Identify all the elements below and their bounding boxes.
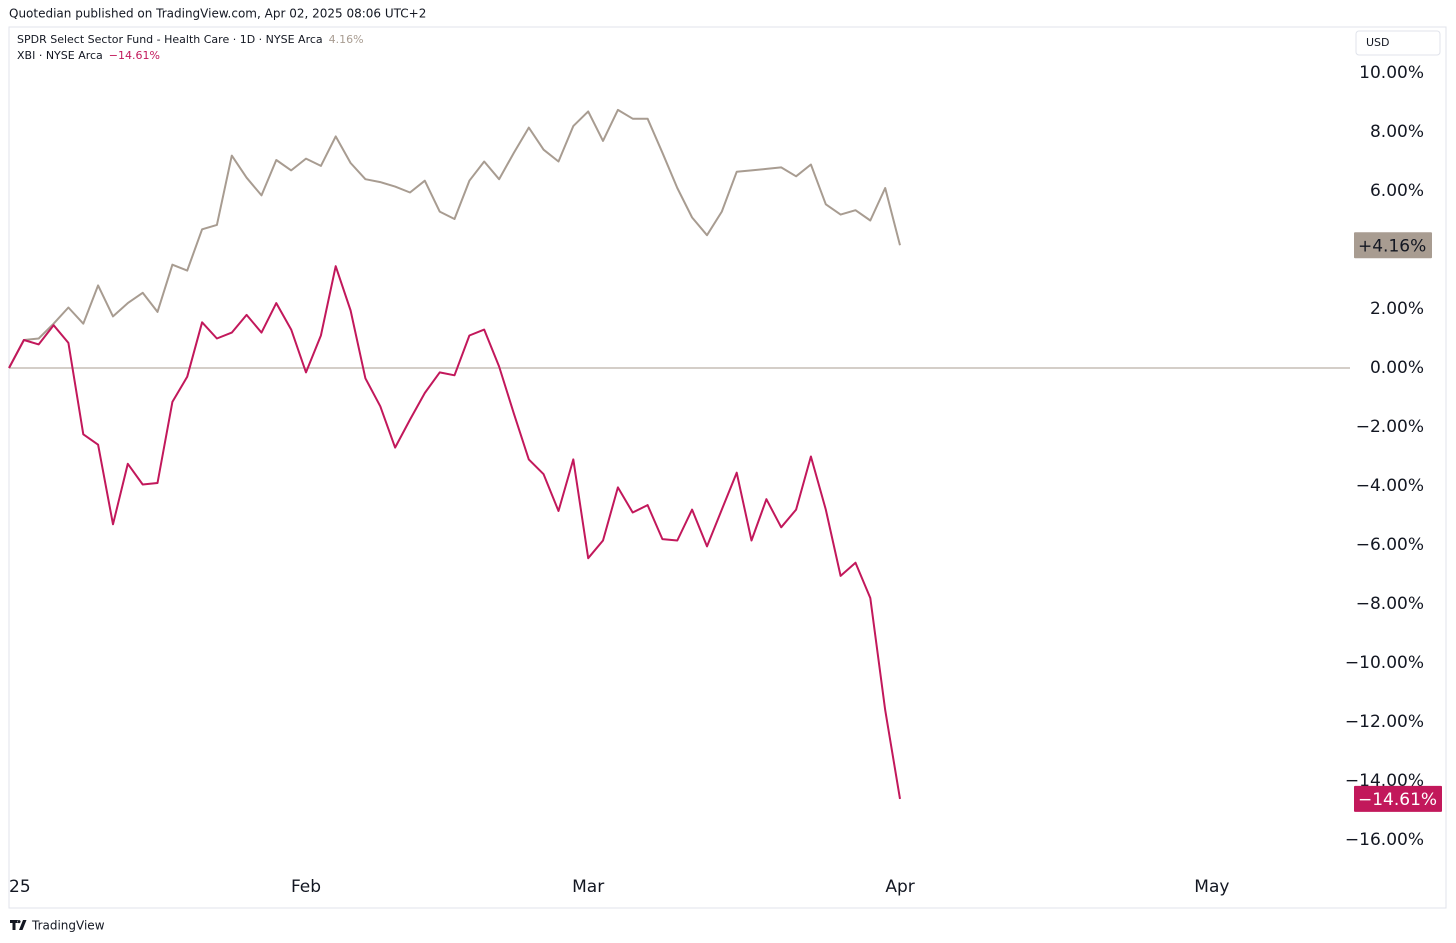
y-tick-label: 10.00% bbox=[1359, 63, 1424, 83]
legend-label: XBI · NYSE Arca −14.61% bbox=[17, 49, 160, 62]
price-badge-label: −14.61% bbox=[1358, 790, 1437, 810]
y-tick-label: 6.00% bbox=[1370, 181, 1424, 201]
logo bbox=[10, 920, 27, 930]
chart-frame bbox=[8, 26, 1447, 909]
x-tick-label: Feb bbox=[291, 877, 321, 897]
series-line bbox=[8, 265, 901, 800]
legend-name: XBI · NYSE Arca bbox=[17, 49, 103, 62]
legend-label: SPDR Select Sector Fund - Health Care · … bbox=[17, 33, 364, 46]
y-tick-label: −2.00% bbox=[1356, 417, 1424, 437]
legend-value: −14.61% bbox=[109, 49, 160, 62]
price-badge-label: +4.16% bbox=[1358, 236, 1426, 256]
footer: TradingView bbox=[31, 919, 105, 933]
x-tick-label: Apr bbox=[885, 877, 914, 897]
price-badge bbox=[1354, 785, 1442, 812]
y-tick-label: −12.00% bbox=[1345, 712, 1424, 732]
currency-box[interactable] bbox=[1355, 30, 1441, 56]
y-tick-label: −4.00% bbox=[1356, 476, 1424, 496]
y-tick-label: 2.00% bbox=[1370, 299, 1424, 319]
y-tick-label: −8.00% bbox=[1356, 594, 1424, 614]
y-tick-label: −10.00% bbox=[1345, 653, 1424, 673]
price-badge bbox=[1354, 232, 1432, 259]
x-tick-label: May bbox=[1194, 877, 1229, 897]
legend-value: 4.16% bbox=[329, 33, 364, 46]
header: Quotedian published on TradingView.com, … bbox=[9, 7, 426, 21]
y-tick-label: −16.00% bbox=[1345, 830, 1424, 850]
y-tick-label: −6.00% bbox=[1356, 535, 1424, 555]
y-tick-label: 8.00% bbox=[1370, 122, 1424, 142]
series-line bbox=[8, 108, 901, 369]
x-tick-label: 25 bbox=[9, 877, 31, 897]
currency[interactable]: USD bbox=[1366, 36, 1390, 49]
legend-name: SPDR Select Sector Fund - Health Care · … bbox=[17, 33, 323, 46]
x-tick-label: Mar bbox=[572, 877, 604, 897]
y-tick-label: 0.00% bbox=[1370, 358, 1424, 378]
